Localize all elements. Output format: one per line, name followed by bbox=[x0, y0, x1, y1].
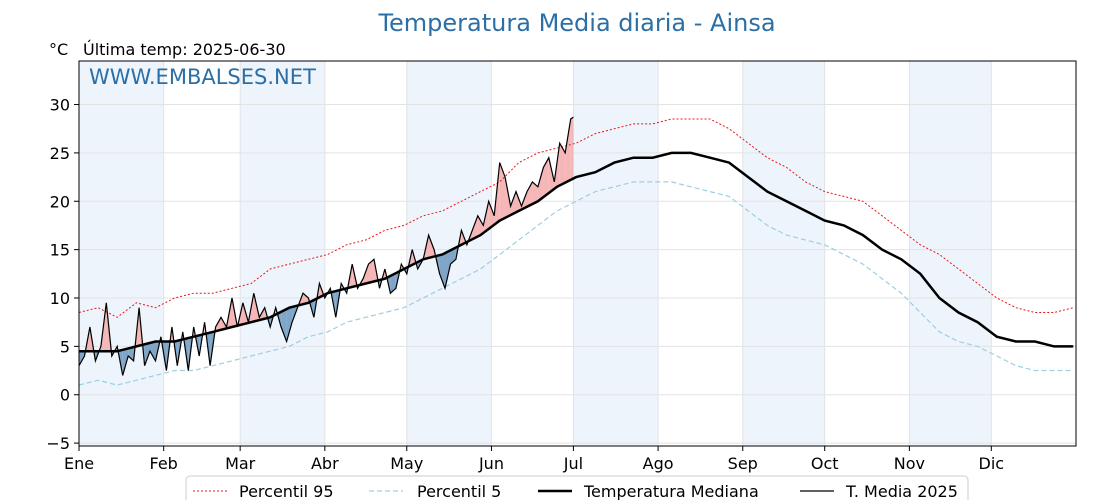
month-band bbox=[79, 61, 164, 446]
y-tick-label: −5 bbox=[46, 434, 70, 453]
month-band bbox=[742, 61, 825, 446]
month-band bbox=[573, 61, 659, 446]
month-band bbox=[909, 61, 992, 446]
above-median-fill bbox=[559, 143, 566, 186]
below-median-fill bbox=[128, 347, 134, 361]
x-tick-label: Sep bbox=[728, 454, 758, 473]
percentil-5-line bbox=[78, 181, 1074, 386]
below-median-fill bbox=[439, 253, 445, 289]
above-median-fill bbox=[477, 215, 484, 237]
y-tick-label: 15 bbox=[50, 241, 70, 260]
current-year-line bbox=[78, 116, 574, 376]
y-tick-label: 5 bbox=[60, 337, 70, 356]
plot-area: −5 0 5 10 15 20 25 30 Ene Feb Mar Abr May Jun Jul Ago Se… bbox=[46, 60, 1077, 473]
x-tick-label: Jun bbox=[478, 454, 504, 473]
x-tick-label: Mar bbox=[225, 454, 256, 473]
x-tick-label: May bbox=[390, 454, 423, 473]
above-median-fill bbox=[537, 167, 544, 202]
below-median-fill bbox=[281, 309, 287, 342]
y-tick-label: 30 bbox=[50, 96, 70, 115]
below-median-fill bbox=[286, 307, 293, 342]
legend-box bbox=[185, 475, 969, 500]
x-tick-label: Abr bbox=[311, 454, 339, 473]
x-tick-label: Nov bbox=[894, 454, 925, 473]
below-median-fill bbox=[144, 342, 150, 366]
y-tick-label: 25 bbox=[50, 144, 70, 163]
x-tick-label: Dic bbox=[979, 454, 1005, 473]
below-median-fill bbox=[150, 341, 156, 361]
y-tick-label: 20 bbox=[50, 192, 70, 211]
above-median-fill bbox=[368, 259, 374, 283]
legend-label: T. Media 2025 bbox=[845, 482, 958, 500]
legend: Percentil 95 Percentil 5 Temperatura Media… bbox=[185, 475, 969, 500]
x-tick-label: Feb bbox=[150, 454, 178, 473]
above-median-fill bbox=[303, 293, 309, 305]
legend-label: Temperatura Mediana bbox=[583, 482, 759, 500]
median-line bbox=[79, 151, 1074, 353]
percentil-95-line bbox=[78, 118, 1074, 318]
x-tick-label: Ene bbox=[64, 454, 94, 473]
above-median-fill bbox=[532, 181, 538, 204]
chart-title: Temperatura Media diaria - Ainsa bbox=[377, 9, 775, 37]
above-median-fill bbox=[472, 215, 478, 240]
above-median-fill bbox=[543, 157, 549, 198]
above-median-fill bbox=[510, 191, 516, 216]
x-tick-label: Ago bbox=[643, 454, 674, 473]
above-median-fill bbox=[565, 119, 571, 183]
above-median-fill bbox=[570, 117, 574, 180]
legend-label: Percentil 95 bbox=[239, 482, 334, 500]
below-median-fill bbox=[390, 273, 396, 294]
month-band bbox=[240, 61, 325, 446]
below-median-fill bbox=[445, 250, 451, 289]
above-median-fill bbox=[428, 235, 435, 258]
above-median-fill bbox=[527, 181, 533, 207]
above-median-fill bbox=[548, 157, 555, 193]
last-temp-label: Última temp: 2025-06-30 bbox=[83, 40, 286, 59]
legend-label: Percentil 5 bbox=[417, 482, 501, 500]
x-tick-label: Oct bbox=[811, 454, 839, 473]
plot-frame bbox=[78, 60, 1077, 447]
x-tick-label: Jul bbox=[563, 454, 583, 473]
y-tick-label: 0 bbox=[60, 386, 70, 405]
above-median-fill bbox=[488, 201, 495, 229]
y-tick-label: 10 bbox=[50, 289, 70, 308]
unit-label: °C bbox=[49, 40, 68, 59]
watermark: WWW.EMBALSES.NET bbox=[89, 65, 316, 89]
